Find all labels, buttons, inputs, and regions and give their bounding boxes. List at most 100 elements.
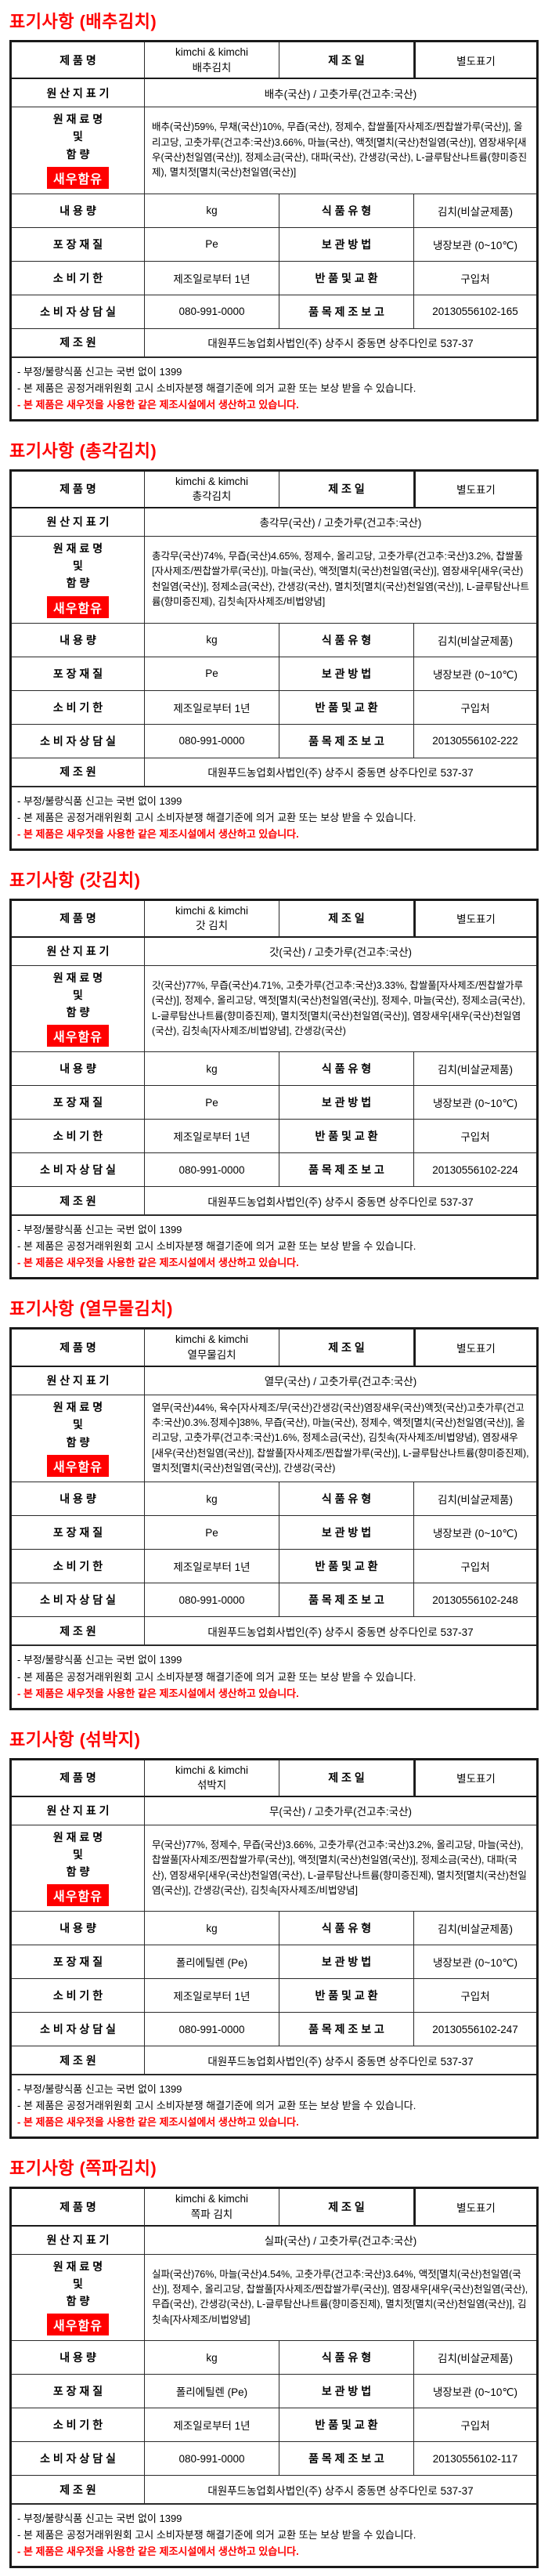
storage-value: 냉장보관 (0~10℃) xyxy=(414,657,536,691)
shrimp-contains-badge: 새우함유 xyxy=(47,1884,109,1907)
label-report-no: 품 목 제 조 보 고 xyxy=(279,1153,414,1188)
footer-notes: - 부정/불량식품 신고는 국번 없이 1399 - 본 제품은 공정거래위원회… xyxy=(12,2504,536,2566)
label-ingredients: 원 재 료 명 및 함 량 새우함유 xyxy=(12,1395,145,1483)
packaging-value: 폴리에틸렌 (Pe) xyxy=(145,2375,279,2409)
footer-note-exchange-line: - 본 제품은 공정거래위원회 고시 소비자분쟁 해결기준에 의거 교환 또는 … xyxy=(17,2100,416,2112)
mfg-date-value: 별도표기 xyxy=(414,1330,536,1367)
section-title: 표기사항 (열무물김치) xyxy=(9,1299,173,1319)
brand-line: kimchi & kimchi xyxy=(175,1764,248,1776)
label-food-type: 식 품 유 형 xyxy=(279,1912,414,1946)
label-packaging: 포 장 재 질 xyxy=(12,1945,145,1980)
packaging-value: Pe xyxy=(145,1516,279,1550)
label-product-name: 제 품 명 xyxy=(12,1330,145,1367)
label-report-no: 품 목 제 조 보 고 xyxy=(279,2442,414,2477)
footer-notes: - 부정/불량식품 신고는 국번 없이 1399 - 본 제품은 공정거래위원회… xyxy=(12,786,536,848)
report-no-value: 20130556102-247 xyxy=(414,2013,536,2047)
food-type-value: 김치(비살균제품) xyxy=(414,194,536,228)
manufacturer-value: 대원푸드농업회사법인(주) 상주시 중동면 상주다인로 537-37 xyxy=(145,758,536,787)
section-title: 표기사항 (갓김치) xyxy=(9,870,141,890)
ingredients-value: 무(국산)77%, 정제수, 무즙(국산)3.66%, 고춧가루(건고추:국산)… xyxy=(145,1825,536,1912)
storage-value: 냉장보관 (0~10℃) xyxy=(414,1516,536,1550)
packaging-value: 폴리에틸렌 (Pe) xyxy=(145,1945,279,1980)
label-storage: 보 관 방 법 xyxy=(279,1086,414,1120)
food-type-value: 김치(비살균제품) xyxy=(414,1482,536,1517)
label-ingredients-line2: 및 xyxy=(73,988,83,1001)
label-origin: 원 산 지 표 기 xyxy=(12,937,145,966)
ingredients-value: 총각무(국산)74%, 무즙(국산)4.65%, 정제수, 올리고당, 고춧가루… xyxy=(145,537,536,624)
ingredients-value: 열무(국산)44%, 육수[자사제조/무(국산)간생강(국산)염장새우(국산)액… xyxy=(145,1395,536,1483)
label-section: 표기사항 (열무물김치) 제 품 명 kimchi & kimchi 열무물김치… xyxy=(0,1287,548,1717)
label-origin: 원 산 지 표 기 xyxy=(12,508,145,537)
label-origin: 원 산 지 표 기 xyxy=(12,1366,145,1395)
consumer-phone-value: 080-991-0000 xyxy=(145,1153,279,1188)
report-no-value: 20130556102-117 xyxy=(414,2442,536,2477)
origin-value: 무(국산) / 고춧가루(건고추:국산) xyxy=(145,1797,536,1825)
net-weight-value: kg xyxy=(145,1482,279,1517)
product-kr-line: 열무물김치 xyxy=(187,1349,236,1362)
label-food-type: 식 품 유 형 xyxy=(279,1482,414,1517)
label-ingredients-line1: 원 재 료 명 xyxy=(52,971,103,984)
section-title: 표기사항 (총각김치) xyxy=(9,440,157,461)
label-ingredients-line3: 함 량 xyxy=(66,1865,90,1879)
footer-note-shrimp-facility-line: - 본 제품은 새우젓을 사용한 같은 제조시설에서 생산하고 있습니다. xyxy=(17,827,299,840)
label-shelf-life: 소 비 기 한 xyxy=(12,2408,145,2443)
label-returns: 반 품 및 교 환 xyxy=(279,1120,414,1154)
label-section: 표기사항 (배추김치) 제 품 명 kimchi & kimchi 배추김치 제… xyxy=(0,0,548,429)
product-kr-line: 갓 김치 xyxy=(195,920,228,932)
report-no-value: 20130556102-248 xyxy=(414,1583,536,1618)
packaging-value: Pe xyxy=(145,1086,279,1120)
footer-note-exchange-line: - 본 제품은 공정거래위원회 고시 소비자분쟁 해결기준에 의거 교환 또는 … xyxy=(17,2529,416,2542)
label-packaging: 포 장 재 질 xyxy=(12,227,145,262)
food-type-value: 김치(비살균제품) xyxy=(414,624,536,657)
storage-value: 냉장보관 (0~10℃) xyxy=(414,1945,536,1980)
product-name-value: kimchi & kimchi 열무물김치 xyxy=(145,1330,279,1367)
label-report-no: 품 목 제 조 보 고 xyxy=(279,295,414,329)
label-table: 제 품 명 kimchi & kimchi 총각김치 제 조 일 별도표기 원 … xyxy=(9,469,539,851)
label-ingredients-line3: 함 량 xyxy=(66,1006,90,1019)
label-report-no: 품 목 제 조 보 고 xyxy=(279,2013,414,2047)
manufacturer-value: 대원푸드농업회사법인(주) 상주시 중동면 상주다인로 537-37 xyxy=(145,2046,536,2075)
footer-note-shrimp-facility-line: - 본 제품은 새우젓을 사용한 같은 제조시설에서 생산하고 있습니다. xyxy=(17,1257,299,1269)
label-returns: 반 품 및 교 환 xyxy=(279,2408,414,2443)
label-net-weight: 내 용 량 xyxy=(12,2341,145,2375)
origin-value: 총각무(국산) / 고춧가루(건고추:국산) xyxy=(145,508,536,537)
footer-note-exchange-line: - 본 제품은 공정거래위원회 고시 소비자분쟁 해결기준에 의거 교환 또는 … xyxy=(17,811,416,823)
label-ingredients-line3: 함 량 xyxy=(66,577,90,590)
label-returns: 반 품 및 교 환 xyxy=(279,1550,414,1584)
label-table: 제 품 명 kimchi & kimchi 갓 김치 제 조 일 별도표기 원 … xyxy=(9,898,539,1280)
label-manufacturer: 제 조 원 xyxy=(12,758,145,787)
packaging-value: Pe xyxy=(145,657,279,691)
net-weight-value: kg xyxy=(145,1052,279,1087)
label-ingredients-line2: 및 xyxy=(73,559,83,573)
origin-value: 갓(국산) / 고춧가루(건고추:국산) xyxy=(145,938,536,966)
mfg-date-value: 별도표기 xyxy=(414,2189,536,2227)
shelf-life-value: 제조일로부터 1년 xyxy=(145,2408,279,2443)
label-section: 표기사항 (갓김치) 제 품 명 kimchi & kimchi 갓 김치 제 … xyxy=(0,859,548,1288)
food-type-value: 김치(비살균제품) xyxy=(414,1912,536,1946)
label-table: 제 품 명 kimchi & kimchi 배추김치 제 조 일 별도표기 원 … xyxy=(9,40,539,421)
brand-line: kimchi & kimchi xyxy=(175,475,248,487)
consumer-phone-value: 080-991-0000 xyxy=(145,724,279,758)
label-consumer-center: 소 비 자 상 담 실 xyxy=(12,295,145,329)
label-packaging: 포 장 재 질 xyxy=(12,2375,145,2409)
label-mfg-date: 제 조 일 xyxy=(279,42,414,80)
storage-value: 냉장보관 (0~10℃) xyxy=(414,1086,536,1120)
label-food-type: 식 품 유 형 xyxy=(279,2341,414,2375)
label-section: 표기사항 (총각김치) 제 품 명 kimchi & kimchi 총각김치 제… xyxy=(0,429,548,859)
manufacturer-value: 대원푸드농업회사법인(주) 상주시 중동면 상주다인로 537-37 xyxy=(145,1187,536,1216)
footer-note-report-line: - 부정/불량식품 신고는 국번 없이 1399 xyxy=(17,2083,182,2096)
footer-note-report-line: - 부정/불량식품 신고는 국번 없이 1399 xyxy=(17,2513,182,2525)
storage-value: 냉장보관 (0~10℃) xyxy=(414,228,536,262)
label-consumer-center: 소 비 자 상 담 실 xyxy=(12,1153,145,1188)
footer-note-shrimp-facility-line: - 본 제품은 새우젓을 사용한 같은 제조시설에서 생산하고 있습니다. xyxy=(17,398,299,411)
brand-line: kimchi & kimchi xyxy=(175,1333,248,1346)
net-weight-value: kg xyxy=(145,194,279,228)
label-section: 표기사항 (쪽파김치) 제 품 명 kimchi & kimchi 쪽파 김치 … xyxy=(0,2147,548,2576)
product-name-value: kimchi & kimchi 쪽파 김치 xyxy=(145,2189,279,2227)
consumer-phone-value: 080-991-0000 xyxy=(145,2442,279,2477)
label-net-weight: 내 용 량 xyxy=(12,1912,145,1946)
label-ingredients: 원 재 료 명 및 함 량 새우함유 xyxy=(12,965,145,1053)
manufacturer-value: 대원푸드농업회사법인(주) 상주시 중동면 상주다인로 537-37 xyxy=(145,1617,536,1646)
product-kr-line: 총각김치 xyxy=(192,490,232,503)
label-food-type: 식 품 유 형 xyxy=(279,1052,414,1087)
